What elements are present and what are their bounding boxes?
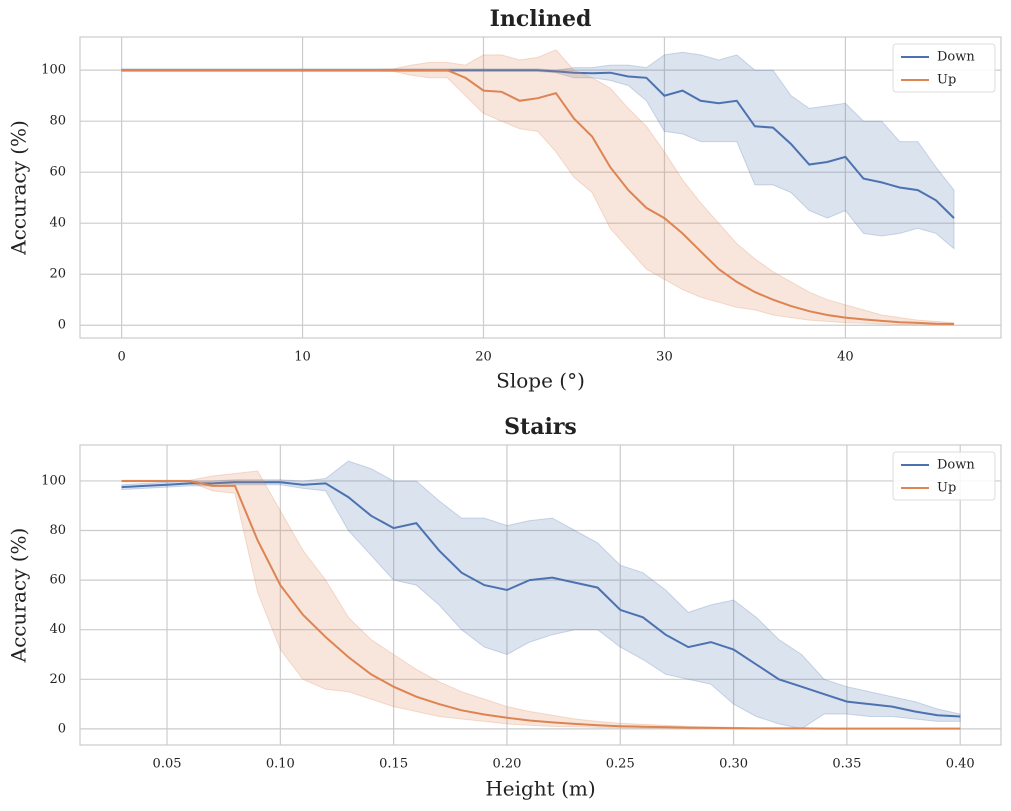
confidence-band (121, 51, 955, 250)
panel: 0.05 0.10 0.15 0.20 0.25 0.30 0.35 0.40 0 20 40 60 8… (7, 414, 1002, 801)
x-tick-label: 20 (475, 350, 492, 365)
x-tick-label: 0.25 (606, 757, 635, 772)
plot-area (79, 36, 1002, 339)
x-tick-label: 40 (837, 350, 854, 365)
x-tick-label: 0.15 (379, 757, 408, 772)
y-tick-label: 0 (58, 318, 66, 333)
x-tick-label: 0.30 (719, 757, 748, 772)
plot-area (79, 444, 1002, 746)
x-tick-label: 30 (656, 350, 673, 365)
y-tick-label: 80 (49, 523, 66, 538)
panel: 0 10 20 30 40 0 20 40 60 80 100 Inclined Slope (°) Ac… (7, 6, 1002, 393)
chart-title: Inclined (490, 6, 592, 32)
legend-label: Down (937, 458, 975, 473)
x-tick-label: 10 (294, 350, 311, 365)
series-line (121, 69, 955, 325)
y-tick-label: 40 (49, 216, 66, 231)
confidence-band (121, 49, 955, 326)
y-tick-label: 0 (58, 721, 66, 736)
confidence-band (121, 460, 961, 730)
x-tick-label: 0.35 (832, 757, 861, 772)
x-axis-label: Slope (°) (496, 369, 585, 393)
series-line (121, 480, 961, 730)
y-tick-label: 60 (49, 573, 66, 588)
y-tick-label: 80 (49, 114, 66, 129)
legend-label: Up (937, 481, 956, 496)
x-tick-label: 0.05 (153, 757, 182, 772)
chart-title: Stairs (504, 414, 577, 440)
x-tick-label: 0 (117, 350, 125, 365)
y-tick-label: 20 (49, 267, 66, 282)
y-axis-label: Accuracy (%) (7, 120, 31, 256)
y-tick-label: 40 (49, 622, 66, 637)
legend-label: Down (937, 50, 975, 65)
y-tick-label: 20 (49, 672, 66, 687)
x-axis-label: Height (m) (485, 777, 595, 801)
x-tick-label: 0.20 (492, 757, 521, 772)
y-tick-label: 100 (41, 473, 66, 488)
y-tick-label: 60 (49, 165, 66, 180)
x-tick-label: 0.40 (946, 757, 975, 772)
y-axis-label: Accuracy (%) (7, 528, 31, 664)
legend-label: Up (937, 73, 956, 88)
y-tick-label: 100 (41, 63, 66, 78)
x-tick-label: 0.10 (266, 757, 295, 772)
series-line (121, 481, 961, 718)
